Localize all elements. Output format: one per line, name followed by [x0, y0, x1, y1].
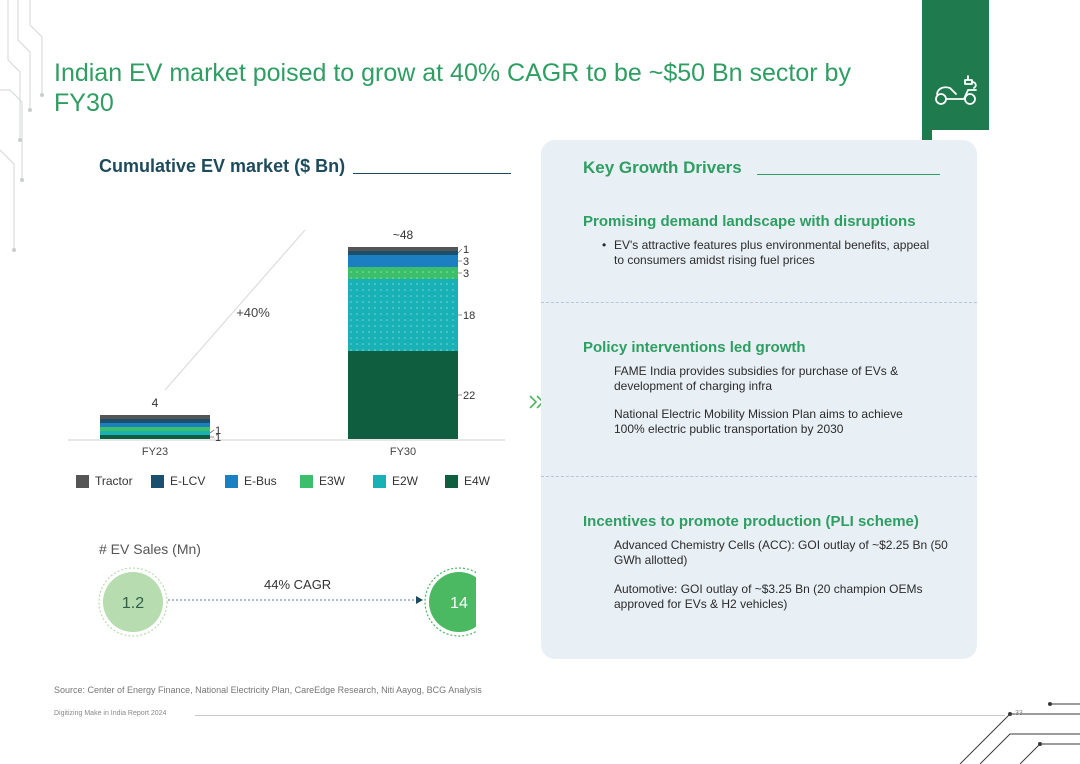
bar-texture — [348, 267, 458, 279]
segment-value-label: 1 — [215, 432, 221, 444]
electric-scooter-icon — [935, 75, 977, 105]
growth-arrow — [164, 229, 306, 391]
sales-cagr-label: 44% CAGR — [264, 577, 332, 592]
segment-value-label: 1 — [215, 425, 221, 437]
driver-title-policy: Policy interventions led growth — [583, 339, 806, 356]
circuit-decoration — [959, 702, 1080, 764]
segment-leader — [209, 429, 215, 434]
page-title: Indian EV market poised to grow at 40% C… — [54, 59, 851, 117]
heading-rule — [757, 174, 940, 175]
legend-item-e-bus: E-Bus — [225, 474, 277, 488]
report-name: Digitizing Make in India Report 2024 — [54, 710, 167, 717]
bar-segment-fy30-e-bus — [348, 255, 458, 267]
legend-item-e2w: E2W — [373, 474, 418, 488]
bar-total-label: ~48 — [393, 228, 414, 242]
chart-legend: Tractor E-LCV E-Bus E3W E2W E4W — [76, 474, 516, 492]
driver-point: FAME India provides subsidies for purcha… — [614, 364, 899, 393]
legend-item-e-lcv: E-LCV — [151, 474, 205, 488]
source-note: Source: Center of Energy Finance, Nation… — [54, 685, 482, 695]
segment-value-label: 22 — [463, 390, 475, 402]
driver-title-pli: Incentives to promote production (PLI sc… — [583, 513, 919, 530]
fy23-sales-value: 1.2 — [122, 595, 144, 612]
legend-swatch — [300, 474, 313, 488]
legend-swatch — [76, 474, 89, 488]
legend-label: E4W — [464, 474, 491, 488]
ev-sales-graphic: 1.2 14 — [98, 567, 476, 637]
driver-point: Automotive: GOI outlay of ~$3.25 Bn (20 … — [614, 582, 923, 611]
legend-item-tractor: Tractor — [76, 474, 133, 488]
chart-heading: Cumulative EV market ($ Bn) — [99, 156, 346, 176]
bar-segment-fy23-e2w — [100, 431, 210, 435]
footer-rule — [195, 715, 1005, 716]
driver-point: National Electric Mobility Mission Plan … — [614, 407, 903, 436]
legend-label: Tractor — [95, 474, 133, 488]
segment-leader — [457, 248, 463, 254]
segment-value-label: 3 — [463, 256, 469, 268]
panel-divider — [541, 476, 977, 477]
bar-segment-fy23-tractor — [100, 415, 210, 419]
x-tick-label: FY30 — [390, 446, 416, 458]
bar-segment-fy30-tractor — [348, 247, 458, 251]
legend-item-e3w: E3W — [300, 474, 345, 488]
bar-segment-fy23-e-bus — [100, 423, 210, 427]
heading-rule — [353, 173, 511, 174]
bar-segment-fy23-e3w — [100, 427, 210, 431]
growth-drivers-panel — [541, 140, 977, 659]
legend-label: E3W — [319, 474, 346, 488]
legend-label: E2W — [392, 474, 419, 488]
bar-segment-fy30-e4w — [348, 351, 458, 439]
fy23-sales-circle — [103, 572, 163, 632]
circuit-decoration — [0, 0, 44, 252]
bullet-icon: • — [602, 238, 607, 252]
growth-annotation: +40% — [236, 305, 270, 320]
legend-label: E-Bus — [244, 474, 277, 488]
segment-value-label: 3 — [463, 268, 469, 280]
legend-label: E-LCV — [170, 474, 206, 488]
legend-swatch — [445, 474, 458, 488]
bar-segment-fy30-e-lcv — [348, 251, 458, 255]
legend-swatch — [225, 474, 238, 488]
bar-texture — [348, 279, 458, 351]
driver-title-demand: Promising demand landscape with disrupti… — [583, 213, 916, 230]
brand-tab — [922, 0, 989, 140]
ev-sales-label: # EV Sales (Mn) — [99, 541, 201, 557]
sales-arrowhead — [416, 596, 423, 604]
driver-point: EV's attractive features plus environmen… — [614, 238, 930, 267]
fy30-sales-value: 14 — [450, 595, 468, 612]
legend-swatch — [151, 474, 164, 488]
fy30-sales-circle — [429, 572, 476, 632]
fy30-sales-ring — [424, 567, 476, 637]
x-tick-label: FY23 — [142, 446, 168, 458]
segment-value-label: 18 — [463, 310, 475, 322]
legend-swatch — [373, 474, 386, 488]
bar-total-label: 4 — [152, 396, 159, 410]
panel-divider — [541, 302, 977, 303]
driver-point: Advanced Chemistry Cells (ACC): GOI outl… — [614, 538, 948, 567]
drivers-heading: Key Growth Drivers — [583, 158, 742, 177]
bar-segment-fy23-e-lcv — [100, 419, 210, 423]
fy23-sales-ring — [98, 567, 168, 637]
bar-segment-fy23-e4w — [100, 435, 210, 439]
legend-item-e4w: E4W — [445, 474, 490, 488]
page-number: 33 — [1015, 710, 1023, 717]
segment-value-label: 1 — [463, 244, 469, 256]
